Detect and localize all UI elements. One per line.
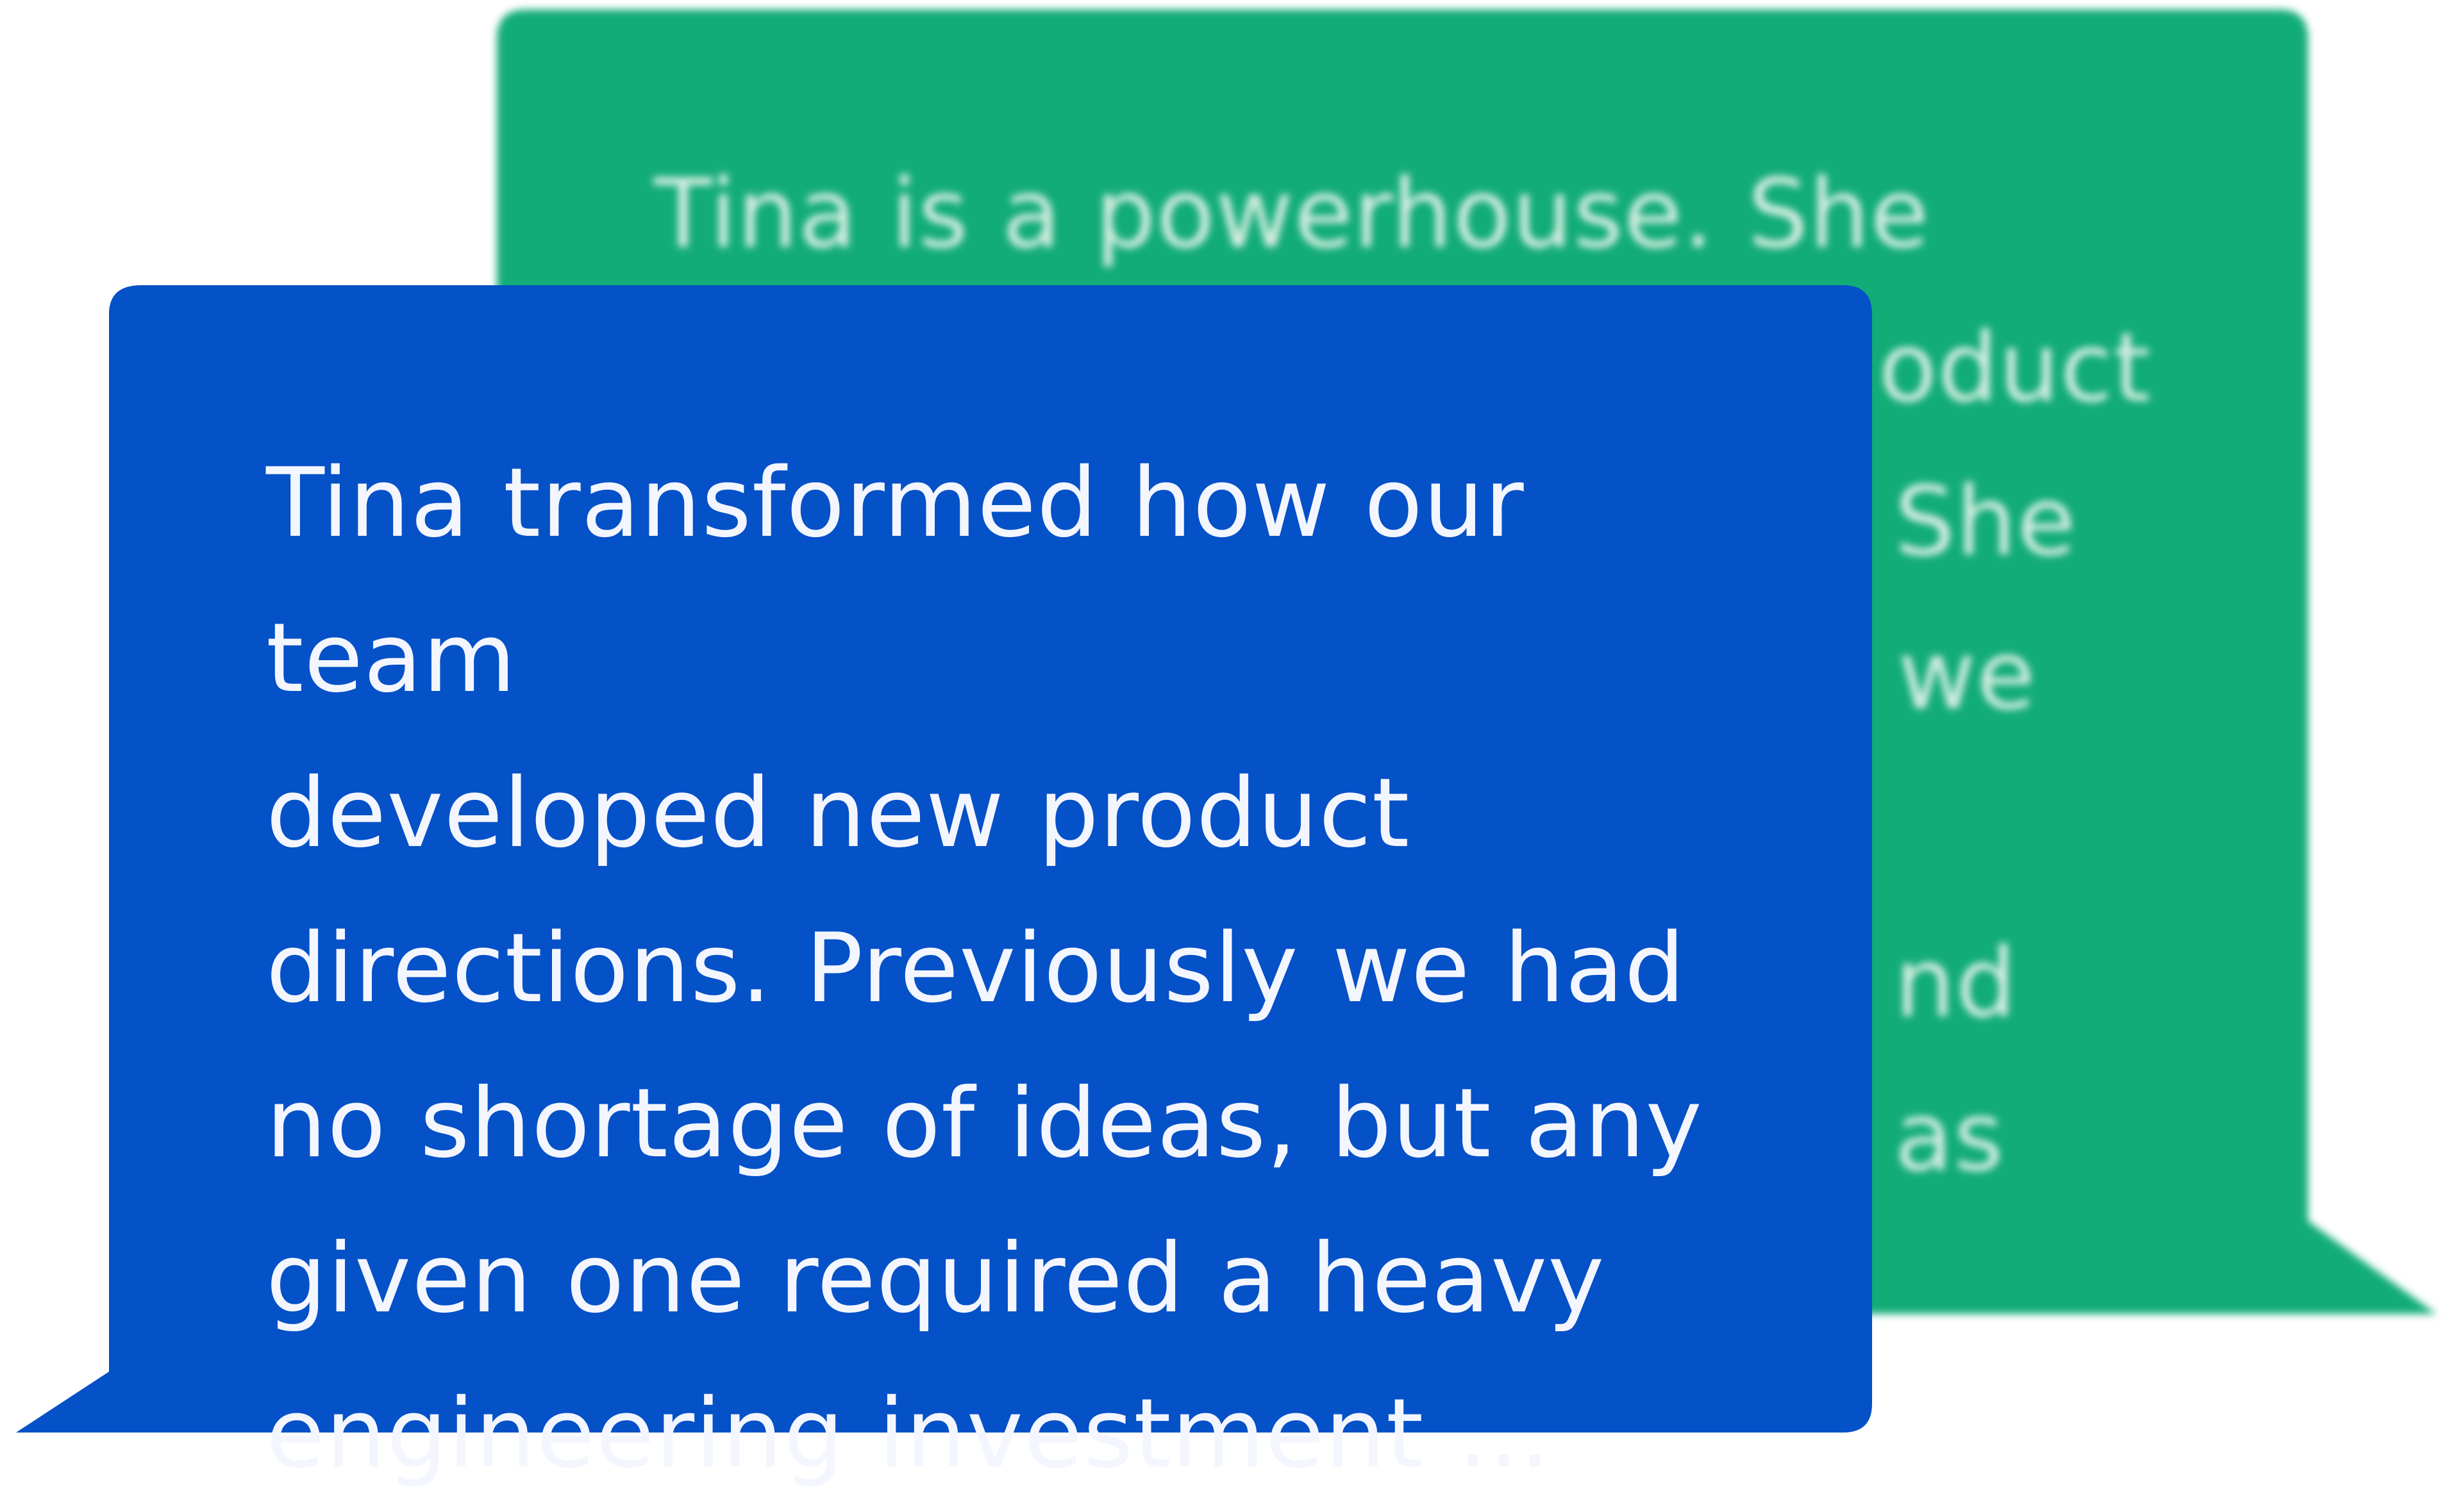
quote-line: Tina is a powerhouse. She <box>654 159 1930 270</box>
quote-line: oduct <box>1878 313 2152 424</box>
quote-line: engineering investment ... <box>266 1379 1551 1490</box>
quote-line: Tina transformed how our team <box>266 448 1525 714</box>
testimonial-quote-back: Tina is a powerhouse. She oduct She we n… <box>654 138 2225 1215</box>
quote-line: as <box>1895 1082 2004 1193</box>
quote-line: She <box>1895 467 2077 577</box>
quote-line: nd <box>1895 928 2018 1039</box>
quote-line: developed new product <box>266 758 1410 869</box>
quote-line: no shortage of ideas, but any <box>266 1068 1703 1179</box>
testimonial-quote-front: Tina transformed how our team developed … <box>266 426 1792 1512</box>
quote-line: directions. Previously we had <box>266 913 1686 1024</box>
quote-line: given one required a heavy <box>266 1224 1605 1334</box>
quote-line: we <box>1898 620 2036 731</box>
